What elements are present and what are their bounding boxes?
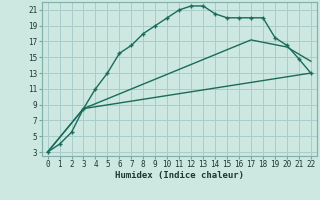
X-axis label: Humidex (Indice chaleur): Humidex (Indice chaleur) bbox=[115, 171, 244, 180]
